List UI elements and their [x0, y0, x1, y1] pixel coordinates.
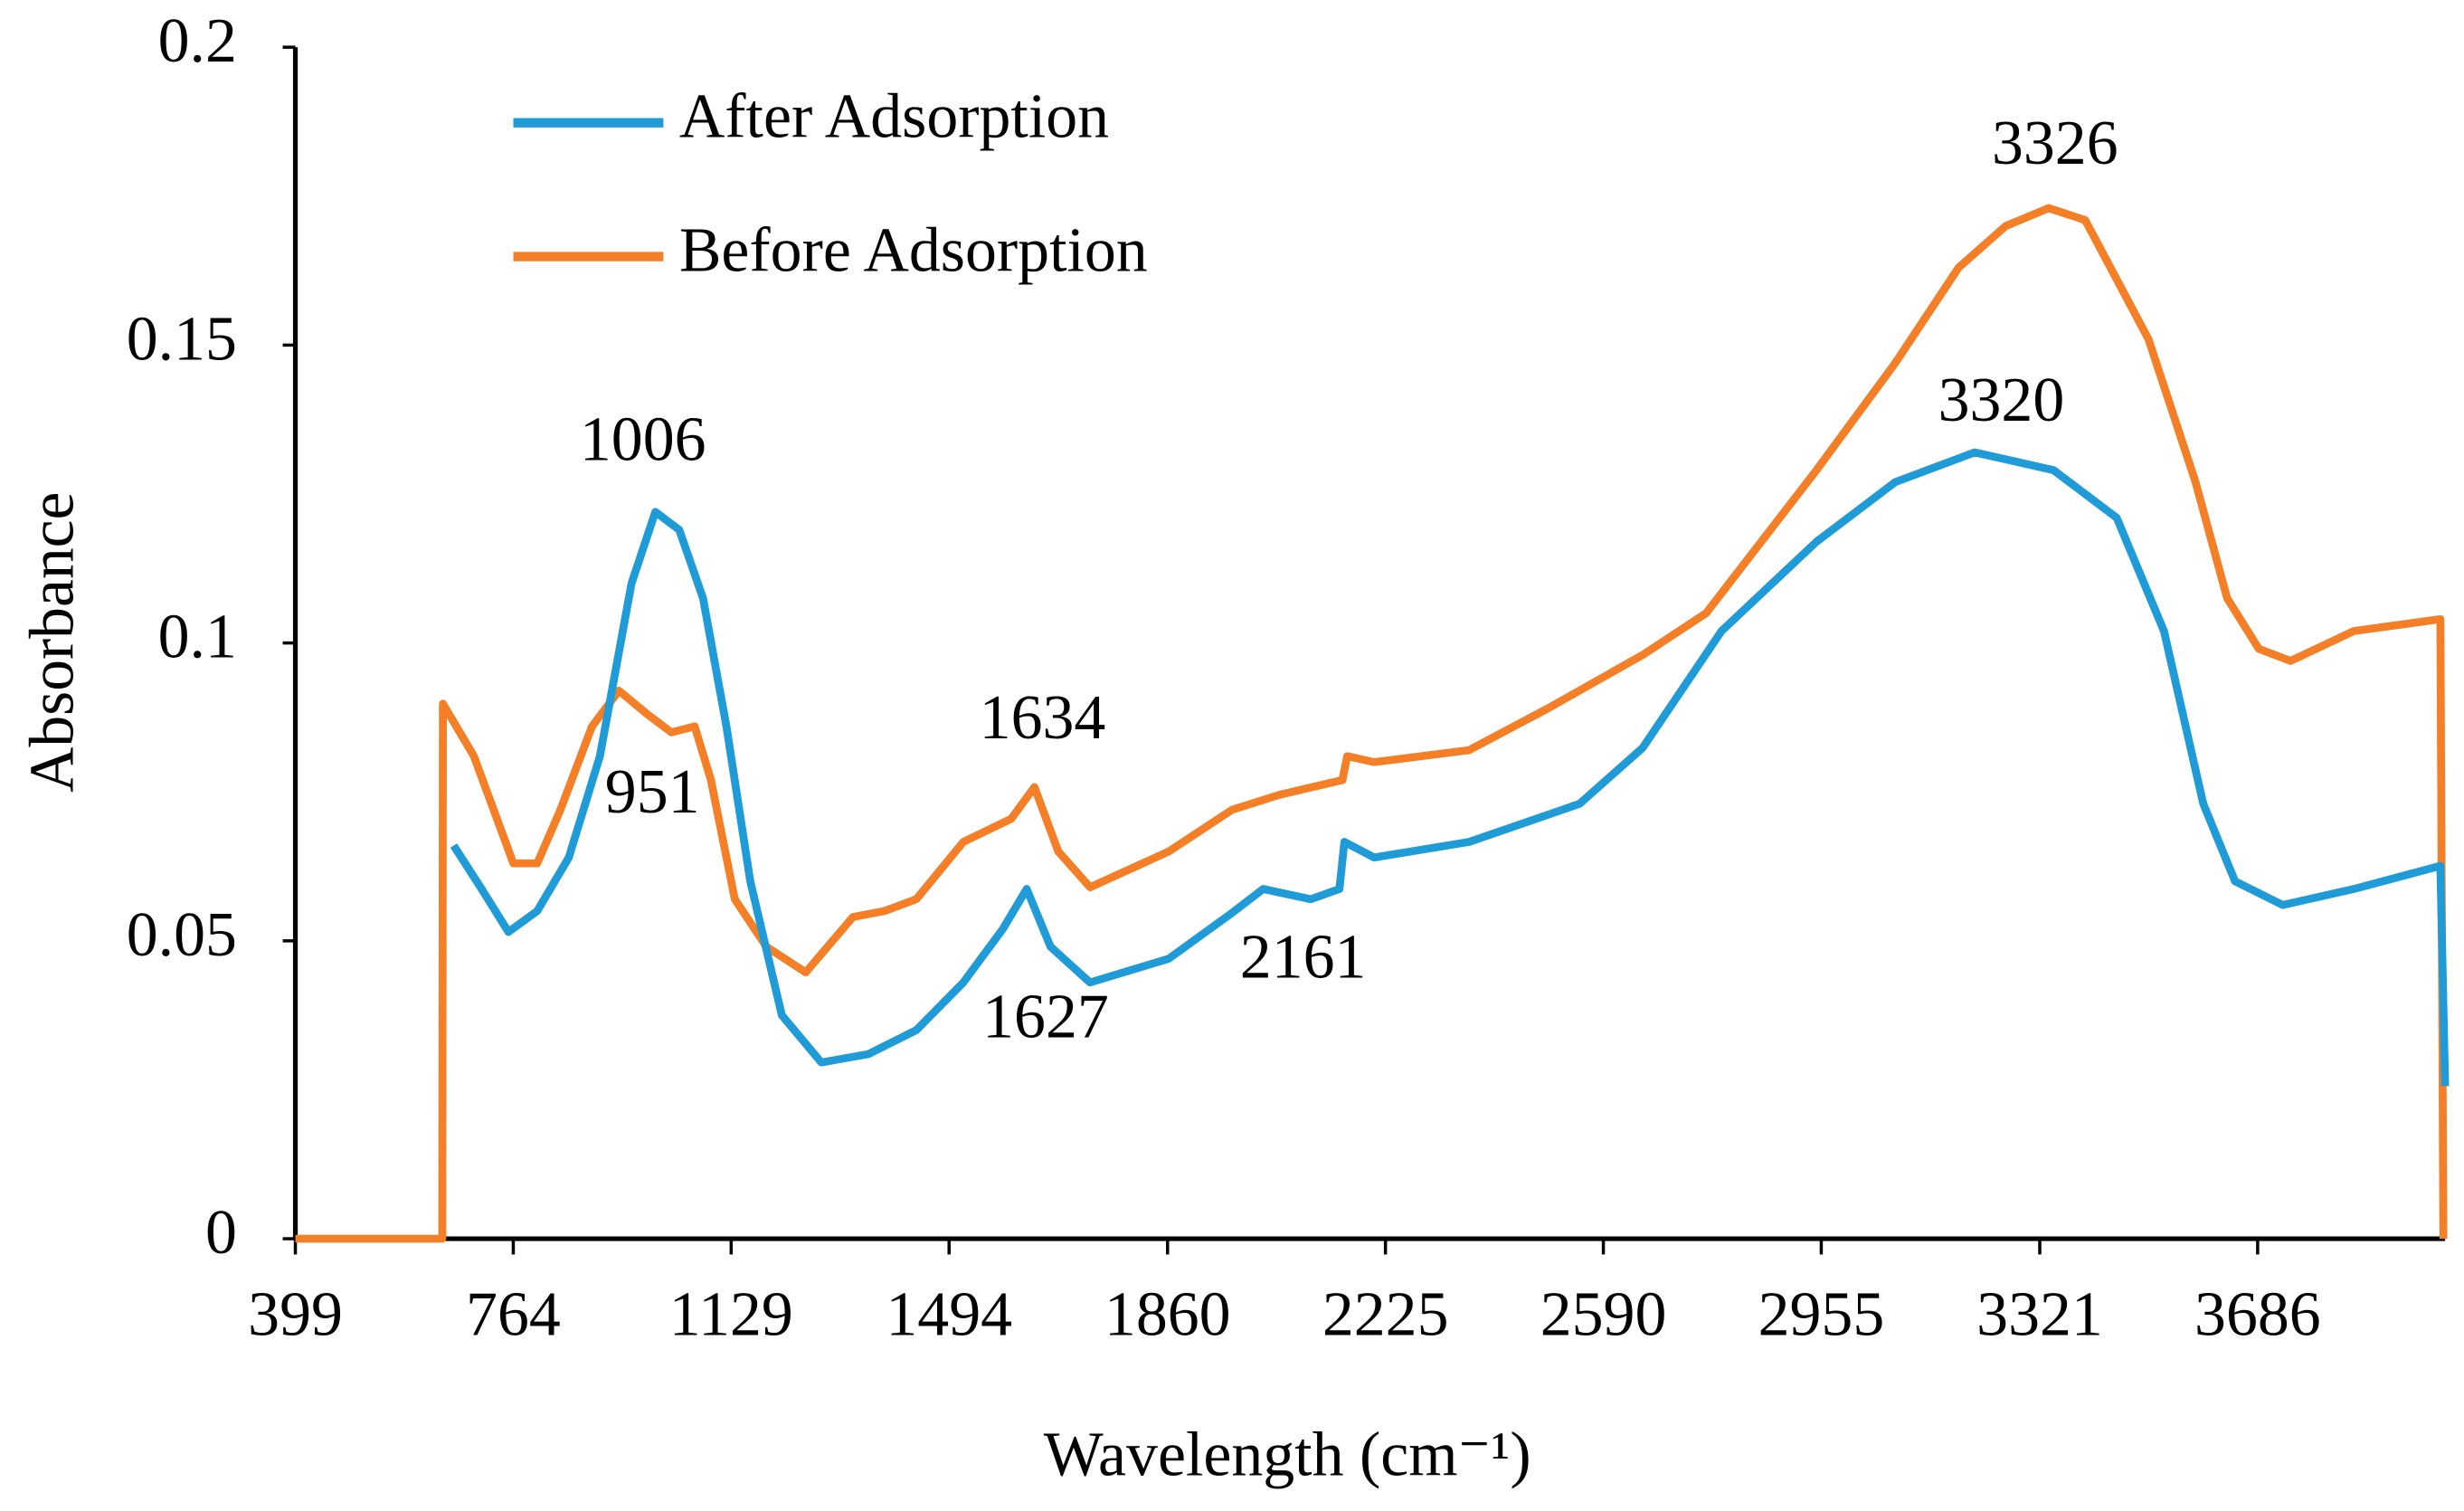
y-tick-label: 0.1 — [158, 603, 237, 672]
x-tick-label: 764 — [466, 1280, 561, 1350]
y-tick-label: 0.05 — [127, 900, 237, 970]
y-tick-label: 0 — [205, 1198, 237, 1268]
x-axis-label: Wavelength (cm⁻¹) — [1044, 1420, 1531, 1489]
annotation: 3320 — [1938, 366, 2065, 435]
annotation: 1006 — [580, 404, 706, 474]
x-tick-label: 3321 — [1976, 1280, 2103, 1350]
series-line — [450, 448, 2450, 1087]
annotation: 1627 — [982, 983, 1109, 1052]
x-tick-label: 1860 — [1104, 1280, 1231, 1350]
x-tick-label: 2225 — [1322, 1280, 1449, 1350]
y-axis-label: Absorbance — [18, 492, 88, 793]
x-tick-label: 1129 — [669, 1280, 793, 1350]
x-tick-label: 1494 — [886, 1280, 1012, 1350]
plot-area: Wavelength (cm⁻¹) Absorbance 0 0.05 0.1 0.1… — [18, 6, 2450, 1489]
series-line — [295, 204, 2448, 1243]
x-tick-label: 399 — [248, 1280, 343, 1350]
annotation: 951 — [605, 757, 700, 827]
y-tick-label: 0.2 — [158, 6, 237, 76]
x-tick-label: 2590 — [1540, 1280, 1667, 1350]
x-tick-label: 3686 — [2194, 1280, 2321, 1350]
legend-label: After Adsorption — [679, 82, 1109, 152]
annotation: 1634 — [980, 683, 1106, 753]
legend-label: Before Adsorption — [679, 216, 1148, 286]
y-tick-label: 0.15 — [127, 304, 237, 374]
annotation: 2161 — [1240, 923, 1367, 993]
x-tick-label: 2955 — [1758, 1280, 1885, 1350]
annotation: 3326 — [1992, 109, 2118, 178]
